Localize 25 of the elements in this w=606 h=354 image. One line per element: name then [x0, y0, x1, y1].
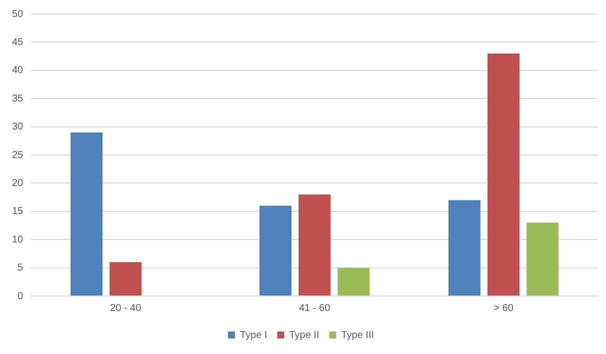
x-tick-label: 41 - 60 — [298, 302, 331, 314]
y-tick-label: 5 — [18, 262, 24, 274]
y-tick-label: 20 — [12, 178, 24, 189]
y-tick-label: 35 — [12, 93, 24, 104]
x-tick-label: 20 - 40 — [110, 302, 142, 314]
bar — [298, 194, 331, 296]
y-tick-label: 15 — [12, 206, 24, 218]
bar — [260, 206, 292, 296]
y-tick-label: 45 — [12, 36, 24, 48]
y-tick-label: 40 — [12, 65, 24, 76]
x-tick-label: > 60 — [494, 302, 514, 314]
legend-label: Type III — [341, 330, 374, 341]
y-tick-label: 30 — [12, 122, 24, 133]
bar — [338, 268, 370, 296]
bar — [488, 53, 520, 296]
y-tick-label: 50 — [12, 8, 24, 20]
legend-label: Type II — [289, 330, 320, 341]
y-tick-label: 25 — [12, 150, 24, 161]
bar — [448, 200, 480, 296]
y-tick-label: 10 — [12, 234, 24, 246]
legend-label: Type I — [240, 330, 268, 341]
bar — [526, 222, 559, 296]
bar — [70, 132, 103, 296]
bar — [110, 262, 142, 296]
y-tick-label: 0 — [18, 290, 24, 302]
